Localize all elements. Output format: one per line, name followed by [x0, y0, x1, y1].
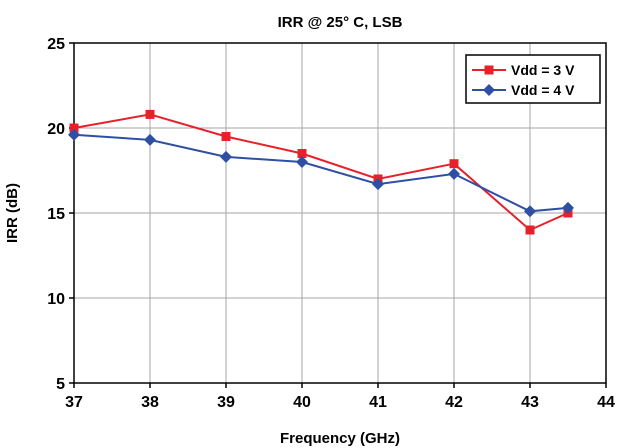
data-point	[449, 159, 459, 169]
series-line	[73, 113, 569, 232]
chart-title: IRR @ 25° C, LSB	[278, 14, 403, 31]
x-tick-label: 38	[141, 394, 159, 411]
legend-marker	[484, 65, 494, 75]
x-tick-label: 40	[293, 394, 311, 411]
x-tick-label: 37	[65, 394, 83, 411]
x-axis-label: Frequency (GHz)	[280, 430, 400, 447]
data-point	[448, 167, 460, 180]
legend-label: Vdd = 4 V	[511, 82, 575, 98]
x-tick-label: 42	[445, 394, 463, 411]
y-tick-label: 20	[47, 121, 65, 138]
x-tick-label: 44	[597, 394, 615, 411]
x-tick-label: 39	[217, 394, 235, 411]
series-2	[68, 128, 574, 218]
data-point	[372, 178, 384, 191]
series-1	[69, 109, 573, 235]
legend-marker	[483, 84, 495, 96]
data-point	[69, 123, 79, 133]
data-point	[524, 205, 536, 218]
legend-box	[465, 54, 601, 104]
data-point	[144, 133, 156, 146]
data-point	[562, 201, 574, 214]
data-series	[68, 109, 574, 235]
data-point	[220, 150, 232, 163]
x-tick-label: 43	[521, 394, 539, 411]
x-axis-ticks: 37 38 39 40 41 42 43 44	[65, 383, 615, 411]
y-tick-label: 5	[56, 376, 65, 393]
legend: Vdd = 3 V Vdd = 4 V	[465, 54, 601, 104]
y-tick-label: 10	[47, 291, 65, 308]
y-tick-label: 25	[47, 36, 65, 53]
x-tick-label: 41	[369, 394, 387, 411]
y-axis-label: IRR (dB)	[4, 183, 21, 243]
y-tick-label: 15	[47, 206, 65, 223]
data-point	[296, 156, 308, 168]
data-point	[145, 109, 155, 119]
data-point	[221, 132, 231, 141]
data-point	[525, 225, 535, 235]
data-point	[297, 149, 307, 158]
series-line	[73, 133, 569, 213]
legend-label: Vdd = 3 V	[511, 62, 575, 78]
y-axis-ticks: 5 10 15 20 25	[47, 36, 74, 393]
data-point	[68, 128, 80, 141]
